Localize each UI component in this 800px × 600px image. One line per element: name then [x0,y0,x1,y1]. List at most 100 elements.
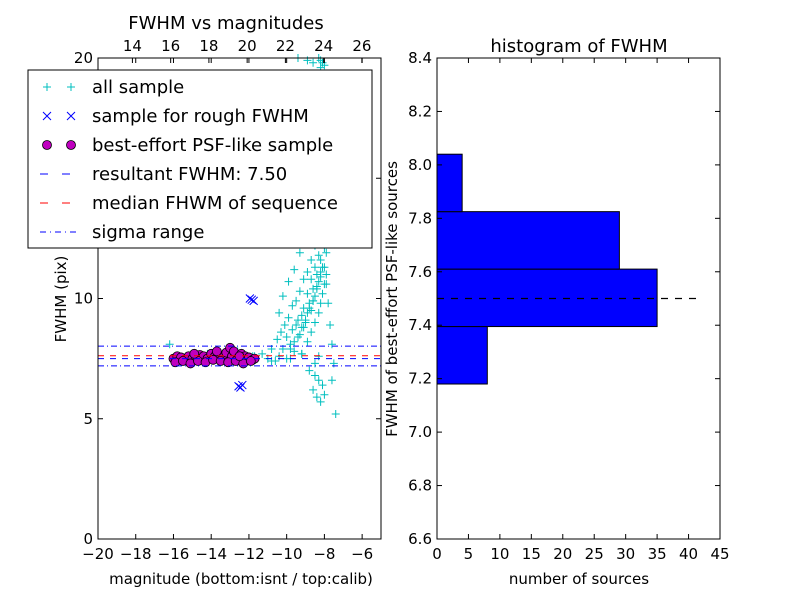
legend-marker-circle [66,140,76,150]
scatter-y-tick-label: 20 [74,49,93,67]
all-sample-point [314,376,323,385]
scatter-x-tick-label: −20 [82,545,114,563]
all-sample-point [288,301,297,310]
legend-label: best-effort PSF-like sample [92,135,333,156]
histogram-x-tick-label: 20 [553,545,572,563]
histogram-title: histogram of FWHM [490,36,667,57]
all-sample-point [277,328,286,337]
all-sample-point [307,256,316,265]
all-sample-point [278,292,287,301]
histogram-ticks: 0 5 10 15 20 25 30 35 40 45 6.6 6.8 7.0 7.2 7.4 7.6 7.8 8… [408,49,729,563]
scatter-y-tick-label: 10 [74,290,93,308]
histogram-y-tick-label: 8.4 [408,49,432,67]
all-sample-point [327,376,336,385]
all-sample-point [326,320,335,329]
all-sample-point [318,263,327,272]
all-sample-point [309,385,318,394]
all-sample-point [293,316,302,325]
psf-sample-point [211,346,222,357]
all-sample-point [327,340,336,349]
legend-entries: all sample sample for rough FWHM best-effo… [40,77,338,243]
scatter-top-x-tick-label: 26 [352,37,371,55]
histogram-y-tick-label: 6.8 [408,477,432,495]
scatter-x-tick-label: −6 [351,545,373,563]
legend: all sample sample for rough FWHM best-effo… [27,69,373,249]
all-sample-point [310,292,319,301]
all-sample-point [165,340,174,349]
all-sample-point [284,277,293,286]
all-sample-point [320,280,329,289]
legend-label: sigma range [92,222,204,243]
all-sample-point [303,308,312,317]
histogram-y-tick-label: 8.0 [408,156,432,174]
histogram-x-tick-label: 10 [490,545,509,563]
scatter-top-x-tick-label: 18 [199,37,218,55]
legend-label: sample for rough FWHM [92,106,309,127]
all-sample-point [305,366,314,375]
all-sample-point [322,270,331,279]
scatter-top-x-tick-label: 14 [123,37,142,55]
all-sample-point [280,320,289,329]
scatter-x-tick-label: −18 [120,545,152,563]
scatter-y-tick-label: 0 [83,530,93,548]
legend-marker-circle [42,140,52,150]
psf-sample-point [189,348,200,359]
all-sample-point [292,320,301,329]
scatter-title: FWHM vs magnitudes [128,13,323,34]
rough-sample-point [237,380,247,390]
all-sample-point [299,323,308,332]
histogram-x-axis-label: number of sources [509,570,649,588]
psf-sample-point [245,356,256,366]
all-sample-point [318,289,327,298]
all-sample-point [303,337,312,346]
all-sample-point [290,265,299,274]
scatter-x-tick-label: −8 [313,545,335,563]
histogram-x-tick-label: 15 [522,545,541,563]
histogram-bars [436,153,658,385]
all-sample-point [295,287,304,296]
histogram-x-tick-label: 40 [679,545,698,563]
scatter-chart: −20 −18 −16 −14 −12 −10 −8 −6 14 16 18 20 22 24 26 0 5 10… [27,13,382,588]
all-sample-point [284,313,293,322]
reference-lines [98,345,381,367]
histogram-x-tick-label: 35 [648,545,667,563]
all-sample-point [322,248,331,257]
histogram-y-tick-label: 8.2 [408,102,432,120]
scatter-y-axis-label: FWHM (pix) [52,256,70,343]
all-sample-point [297,311,306,320]
legend-marker-x [42,111,52,121]
legend-label: median FHWM of sequence [92,193,338,214]
all-sample-point [273,335,282,344]
histogram-x-tick-label: 30 [616,545,635,563]
legend-label: all sample [92,77,184,98]
all-sample-point [307,275,316,284]
all-sample-point [282,332,291,341]
all-sample-point [314,251,323,260]
histogram-bar [436,153,463,213]
scatter-x-axis-label: magnitude (bottom:isnt / top:calib) [109,570,373,588]
histogram-x-tick-label: 25 [585,545,604,563]
all-sample-point [331,409,340,418]
scatter-top-x-tick-label: 24 [314,37,333,55]
all-sample-point [310,359,319,368]
all-sample-point [303,268,312,277]
histogram-y-tick-label: 6.6 [408,530,432,548]
all-sample-point [310,318,319,327]
scatter-top-x-tick-label: 20 [238,37,257,55]
legend-marker-plus [43,83,51,91]
scatter-top-x-tick-label: 22 [276,37,295,55]
histogram-y-tick-label: 7.6 [408,263,432,281]
histogram-y-tick-label: 7.4 [408,316,432,334]
all-sample-point [275,308,284,317]
all-sample-point [295,248,304,257]
all-sample-point [316,299,325,308]
all-sample-point [314,308,323,317]
histogram-x-tick-label: 0 [432,545,442,563]
all-sample-point [312,393,321,402]
all-sample-point [312,282,321,291]
all-sample-point [314,277,323,286]
all-sample-point [258,349,267,358]
all-sample-point [292,296,301,305]
all-sample-point [324,299,333,308]
